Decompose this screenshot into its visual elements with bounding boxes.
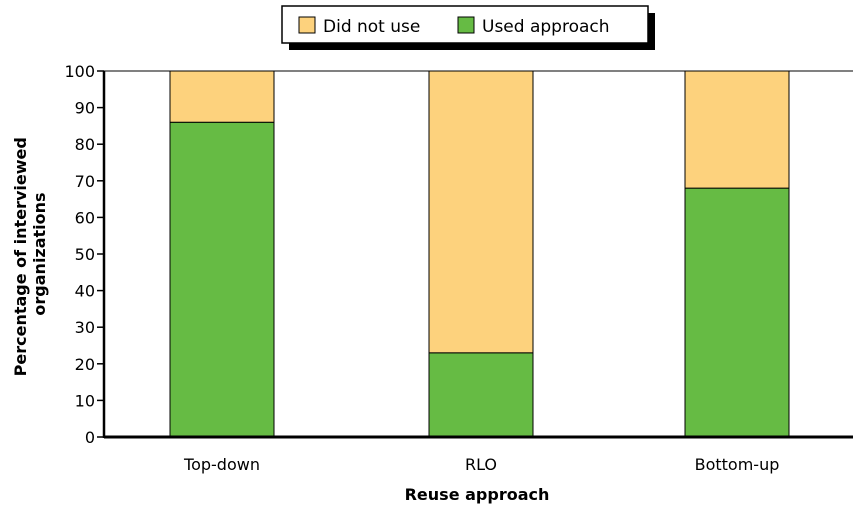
legend-swatch-did-not-use — [298, 16, 316, 34]
x-tick-label-rlo: RLO — [465, 455, 497, 474]
y-axis-title-line-2: organizations — [30, 192, 49, 315]
y-axis-title-line-1: Percentage of interviewed — [11, 137, 30, 376]
bar-bottom-up-did-not-use — [684, 70, 790, 189]
y-tick-label-40: 40 — [75, 282, 95, 301]
y-tick-label-20: 20 — [75, 355, 95, 374]
y-tick-label-90: 90 — [75, 99, 95, 118]
x-axis-title: Reuse approach — [405, 485, 550, 504]
y-tick-label-50: 50 — [75, 245, 95, 264]
bar-rlo-did-not-use — [428, 70, 534, 354]
y-tick-label-70: 70 — [75, 172, 95, 191]
bar-rlo-used-approach — [428, 352, 534, 438]
y-tick-label-80: 80 — [75, 135, 95, 154]
bar-bottom-up-used-approach — [684, 187, 790, 438]
y-tick-label-100: 100 — [64, 62, 95, 81]
legend-label-did-not-use: Did not use — [323, 17, 420, 37]
y-axis-title: Percentage of interviewed organizations — [11, 132, 49, 377]
legend-swatch-used-approach — [457, 16, 475, 34]
y-tick-label-10: 10 — [75, 391, 95, 410]
legend-label-used-approach: Used approach — [482, 17, 610, 37]
plot-area: Top-down RLO Bottom-up 0 10 20 30 40 50 60 70 80 90 1… — [64, 62, 853, 474]
legend: Did not use Used approach — [281, 5, 655, 50]
y-tick-label-60: 60 — [75, 208, 95, 227]
x-tick-label-top-down: Top-down — [183, 455, 260, 474]
bar-top-down-used-approach — [169, 121, 275, 438]
y-tick-label-0: 0 — [85, 428, 95, 447]
x-tick-label-bottom-up: Bottom-up — [695, 455, 780, 474]
bar-top-down-did-not-use — [169, 70, 275, 123]
y-tick-label-30: 30 — [75, 318, 95, 337]
